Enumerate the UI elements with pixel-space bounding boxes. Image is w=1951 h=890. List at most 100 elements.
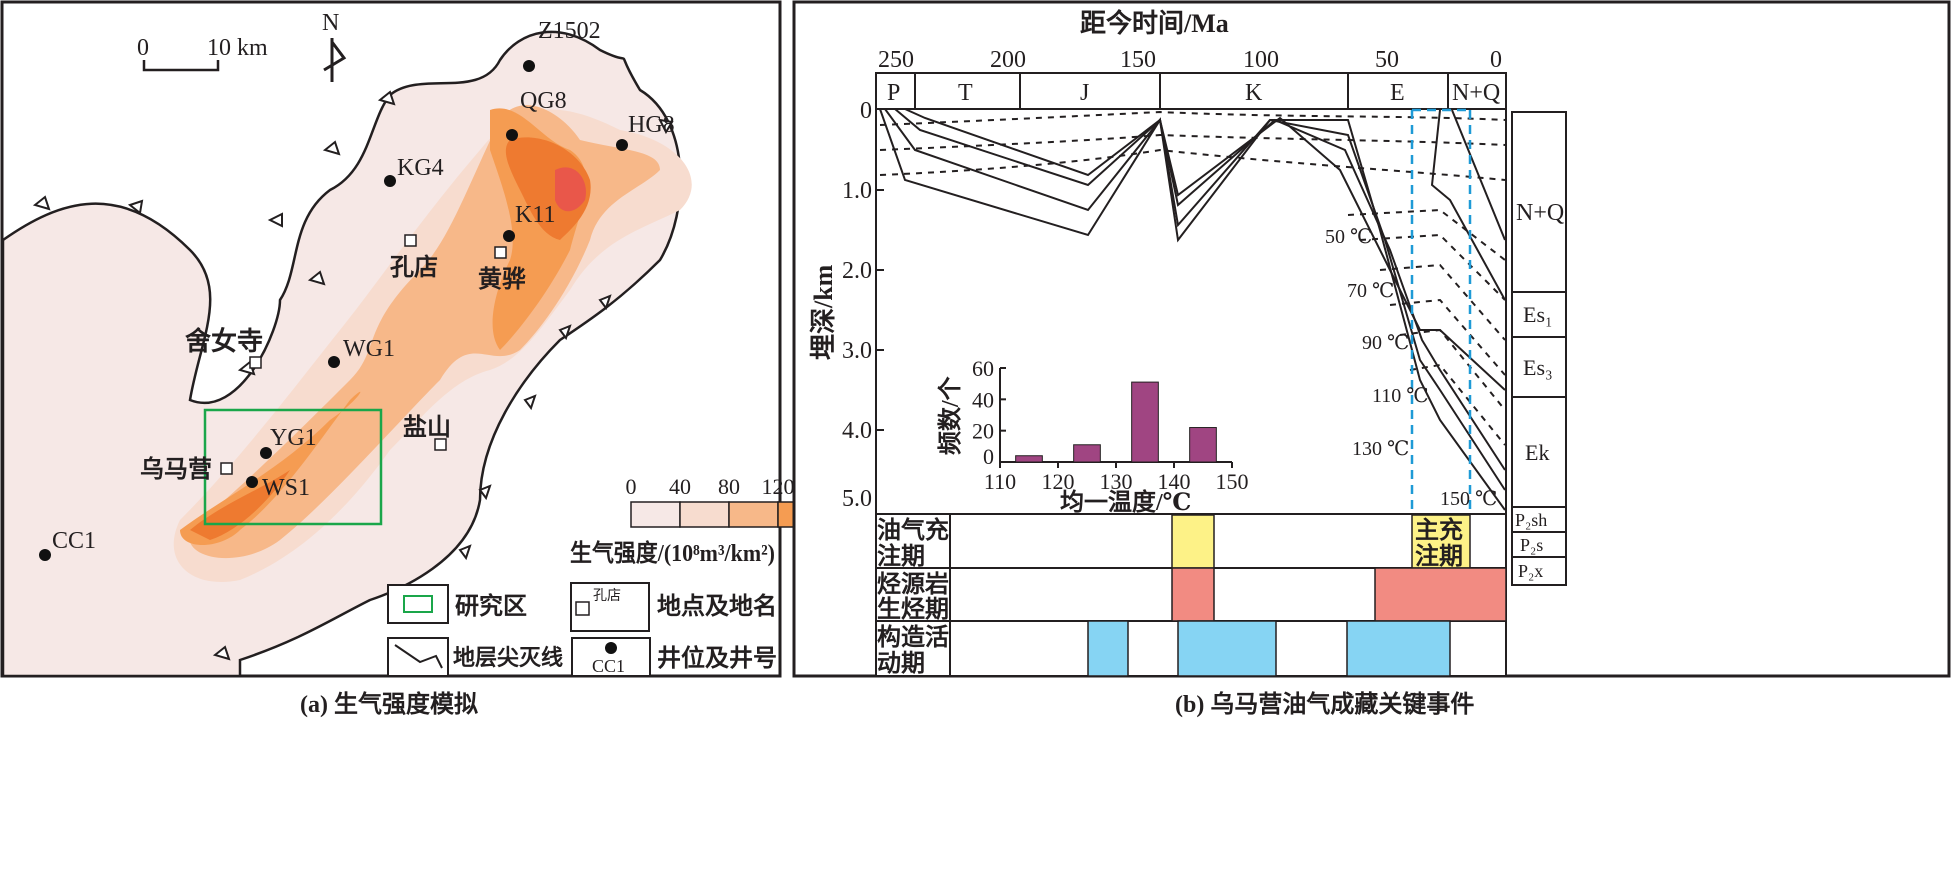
wells: Z1502 QG8 HG8 KG4 K11 WG1 YG1 WS1 CC1 (39, 18, 675, 561)
place-label: 孔店 (390, 254, 438, 281)
histogram-x-tick: 130 (1100, 469, 1133, 494)
study-area-swatch (403, 595, 433, 613)
well-label: KG4 (397, 155, 444, 181)
well-label: HG8 (628, 112, 675, 138)
period-NQ: N+Q (1452, 80, 1500, 106)
places (220, 234, 507, 475)
contour-160 (190, 137, 591, 541)
histogram-x-tick: 150 (1216, 469, 1249, 494)
north-label: N (322, 10, 339, 36)
colorbar-tick: 40 (669, 474, 691, 499)
svg-text:Es₁: Es₁ (1523, 302, 1553, 327)
pinchout-line-markers (32, 90, 674, 661)
svg-text:5.0: 5.0 (842, 486, 872, 512)
colorbar-swatch (630, 501, 681, 528)
svg-text:N+Q: N+Q (1516, 200, 1564, 226)
period-K: K (1245, 80, 1263, 106)
place-label: 舍女寺 (185, 326, 263, 356)
colorbar-tick: 0 (626, 474, 637, 499)
strata-labels: N+Q Es₁ Es₃ Ek P₂sh P₂s P₂x (1515, 200, 1564, 581)
event-label-charging-2: 注期 (877, 542, 925, 570)
well-label: WS1 (262, 475, 310, 501)
period-J: J (1080, 80, 1089, 106)
legend-well-sample: CC1 (592, 656, 625, 676)
histogram-y-label: 频数/个 (937, 375, 964, 455)
event-label-charging-1: 油气充 (877, 516, 949, 544)
caption-a: (a) 生气强度模拟 (300, 690, 478, 718)
svg-text:3.0: 3.0 (842, 338, 872, 364)
pinchout-icon (394, 644, 443, 669)
event-label-source-2: 生烃期 (877, 596, 949, 623)
well-label: QG8 (520, 88, 567, 114)
strata-column (1511, 111, 1567, 586)
event-label-main-charge-2: 注期 (1415, 542, 1463, 570)
histogram-y-tick: 60 (972, 356, 994, 381)
histogram-bar (1073, 444, 1101, 463)
period-P: P (887, 80, 900, 106)
svg-text:4.0: 4.0 (842, 418, 872, 444)
svg-text:2.0: 2.0 (842, 258, 872, 284)
svg-text:70 ℃: 70 ℃ (1347, 280, 1394, 302)
well-icon (605, 642, 617, 654)
well-label: YG1 (270, 425, 317, 451)
burial-panel: 距今时间/Ma 250 200 150 100 50 0 P T J K E N… (792, 0, 1951, 718)
scale-start: 0 (137, 35, 149, 61)
map-legend: 研究区 孔店 地点及地名 地层尖灭线 CC1 井位及井号 (387, 582, 777, 677)
svg-text:P₂sh: P₂sh (1515, 510, 1547, 530)
legend-study-area: 研究区 (455, 592, 527, 620)
svg-text:1.0: 1.0 (842, 178, 872, 204)
svg-text:100: 100 (1243, 47, 1279, 73)
main-charge-window (1410, 108, 1472, 514)
well-label: CC1 (52, 528, 96, 554)
svg-text:0: 0 (860, 98, 872, 124)
histogram-bar (1189, 427, 1217, 463)
svg-text:P₂x: P₂x (1518, 561, 1543, 581)
north-arrow-icon (323, 38, 347, 82)
svg-text:90 ℃: 90 ℃ (1362, 332, 1409, 354)
svg-text:50: 50 (1375, 47, 1399, 73)
legend-well: 井位及井号 (657, 644, 777, 672)
y-ticks: 0 1.0 2.0 3.0 4.0 5.0 (842, 98, 884, 512)
source-rock-event-bar (1171, 567, 1215, 622)
contour-200 (555, 167, 586, 212)
svg-text:200: 200 (990, 47, 1026, 73)
histogram-y-tick: 40 (972, 387, 994, 412)
event-label-source-1: 烃源岩 (877, 571, 949, 598)
svg-text:P₂s: P₂s (1520, 535, 1543, 555)
svg-text:150 ℃: 150 ℃ (1440, 488, 1497, 510)
svg-text:150: 150 (1120, 47, 1156, 73)
colorbar-swatch (728, 501, 779, 528)
well-label: Z1502 (538, 18, 601, 44)
event-table: 油气充 注期 主充 注期 烃源岩 生烃期 构造活 动期 (875, 513, 1507, 677)
event-label-main-charge-1: 主充 (1415, 516, 1463, 544)
histogram-x-tick: 120 (1042, 469, 1075, 494)
svg-text:110 ℃: 110 ℃ (1372, 385, 1429, 407)
place-label: 盐山 (403, 414, 451, 441)
histogram-x-label: 均一温度/℃ (1060, 488, 1191, 516)
scale-bar: 0 10 km (137, 35, 268, 72)
histogram-y-tick: 0 (983, 444, 994, 469)
tectonic-event-bar (1346, 620, 1451, 677)
colorbar-title: 生气强度/(10⁸m³/km²) (570, 539, 775, 567)
svg-text:Ek: Ek (1525, 440, 1549, 465)
north-arrow: N (322, 10, 347, 82)
place-label: 黄骅 (478, 266, 526, 293)
y-axis-title: 埋深/km (809, 264, 838, 360)
svg-text:50 ℃: 50 ℃ (1325, 226, 1372, 248)
legend-place-sample: 孔店 (593, 588, 621, 604)
place-label: 乌马营 (140, 455, 212, 483)
histogram-x-tick: 140 (1158, 469, 1191, 494)
legend-place: 地点及地名 (657, 592, 777, 620)
period-E: E (1390, 80, 1405, 106)
svg-text:Es₃: Es₃ (1523, 355, 1553, 380)
study-area-box (203, 408, 383, 526)
histogram-y-tick: 20 (972, 419, 994, 444)
histogram-bar (1131, 381, 1159, 463)
scale-end: 10 km (207, 35, 268, 61)
well-label: WG1 (343, 336, 395, 362)
histogram-bar (1015, 455, 1043, 463)
svg-text:130 ℃: 130 ℃ (1352, 438, 1409, 460)
source-rock-event-bar (1374, 567, 1507, 622)
inset-histogram: 110 120 130 140 150 020 40 60 均一温度/℃ 频数/个 (937, 356, 1249, 516)
tectonic-event-bar (1177, 620, 1277, 677)
